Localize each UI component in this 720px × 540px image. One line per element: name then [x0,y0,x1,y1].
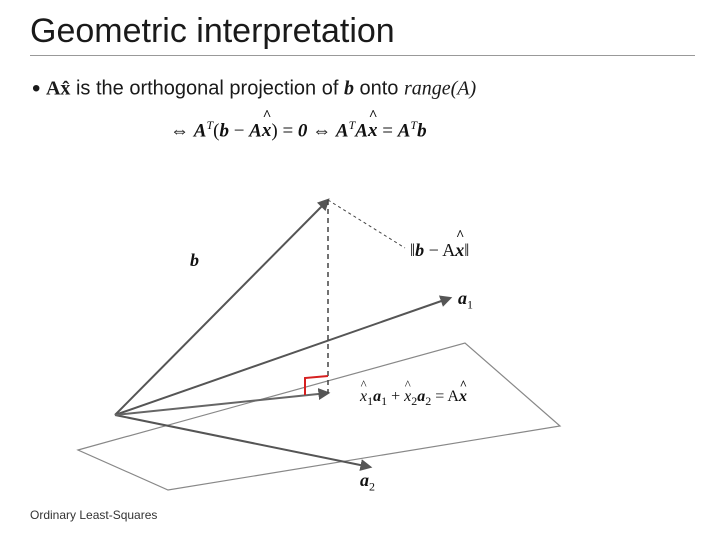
bullet-mid: is the orthogonal projection of [70,77,344,99]
diagram: b ‖b − Ax‖ a1 a2 x1a1 + x2a2 = Ax [60,170,620,500]
label-proj: x1a1 + x2a2 = Ax [360,388,467,409]
label-b-text: b [190,250,199,270]
bullet-line: • Ax̂ is the orthogonal projection of b … [32,75,476,103]
proj-plus: + [387,388,404,405]
eq-b2: b [417,120,427,141]
eq-iff1: ⇔ [170,120,194,141]
bullet-range: range(A) [404,77,476,99]
a2-text: a [360,470,369,490]
proj-eq: = A [431,388,459,405]
diagram-svg [60,170,620,500]
eq-xhat1: x [262,120,272,141]
label-b: b [190,250,199,271]
norm-b: b [415,240,424,260]
equation: ⇔ AT(b − Ax) = 0 ⇔ ATAx = ATb [170,118,427,142]
a1-sub: 1 [467,298,473,312]
eq-minus: − [229,120,249,141]
label-norm: ‖b − Ax‖ [410,240,469,261]
label-a1: a1 [458,288,473,313]
eq-A2: A [249,120,262,141]
proj-x1: x [360,388,367,406]
a2-sub: 2 [369,480,375,494]
bullet-b: b [344,77,354,99]
eq-A4: A [355,120,368,141]
proj-xhat: x [459,388,467,406]
eq-A1: A [194,120,207,141]
eq-A3: A [336,120,349,141]
label-a2: a2 [360,470,375,495]
norm-xhat: x [455,240,464,261]
eq-b: b [219,120,229,141]
eq-zero: 0 [298,120,308,141]
bullet-onto: onto [354,77,404,99]
norm-minus: − A [424,240,455,260]
bullet-dot: • [32,75,40,103]
proj-a1: a [373,388,381,405]
eq-eq2: = [377,120,397,141]
bullet-ax: Ax̂ [46,77,70,99]
eq-xhat2: x [368,120,378,141]
page-title: Geometric interpretation [30,12,695,56]
footer: Ordinary Least-Squares [30,508,157,522]
eq-iff2: ⇔ [307,120,336,141]
norm-close: ‖ [464,240,469,260]
eq-A5: A [398,120,411,141]
eq-eq1: = [278,120,298,141]
a1-text: a [458,288,467,308]
proj-x2: x [404,388,411,406]
